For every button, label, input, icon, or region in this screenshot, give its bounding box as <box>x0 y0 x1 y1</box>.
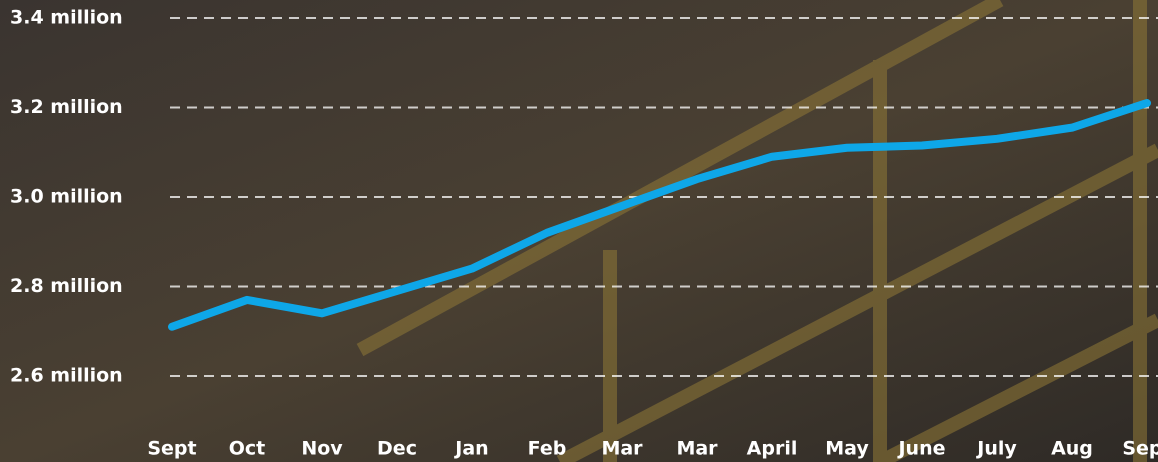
x-tick-label: Mar <box>601 438 643 460</box>
y-tick-label: 3.2 million <box>10 96 123 118</box>
chart: 2.6 million 2.8 million 3.0 million 3.2 mil… <box>0 0 1158 462</box>
x-tick-label: Oct <box>229 438 266 460</box>
page: {"chart_data": {"type": "line", "categor… <box>0 0 1158 462</box>
x-tick-label: July <box>975 438 1017 460</box>
y-tick-label: 3.4 million <box>10 7 123 29</box>
x-tick-label: Sept <box>147 438 196 460</box>
x-tick-label: Feb <box>528 438 567 460</box>
x-tick-label: May <box>825 438 869 460</box>
y-tick-label: 3.0 million <box>10 186 123 208</box>
x-tick-label: Jan <box>453 438 488 460</box>
y-tick-label: 2.6 million <box>10 365 123 387</box>
x-tick-label: Aug <box>1051 438 1093 460</box>
x-tick-label: April <box>747 438 798 460</box>
x-tick-label: Nov <box>301 438 343 460</box>
y-tick-label: 2.8 million <box>10 275 123 297</box>
x-tick-label: Mar <box>676 438 718 460</box>
x-tick-label: Sept <box>1122 438 1158 460</box>
x-tick-label: Dec <box>377 438 417 460</box>
x-tick-label: June <box>896 438 945 460</box>
